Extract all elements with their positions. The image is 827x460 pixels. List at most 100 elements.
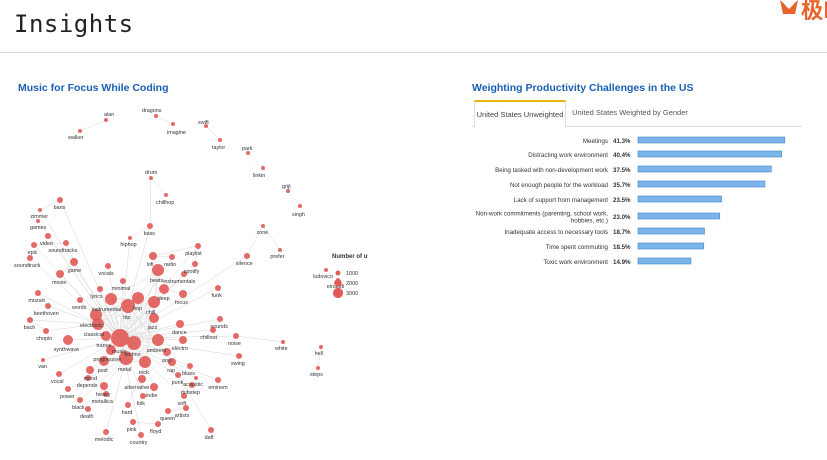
logo-icon — [780, 0, 798, 14]
node-label-hell: hell — [315, 351, 323, 357]
node-folk — [140, 393, 146, 399]
node-label-chopin: chopin — [36, 336, 52, 342]
network-edge — [95, 269, 159, 316]
node-label-steps: steps — [310, 372, 323, 378]
node-singh — [298, 204, 302, 208]
node-grijt — [286, 189, 290, 193]
network-edge — [29, 319, 47, 332]
network-edge — [47, 305, 99, 325]
bar-category-label: Distracting work environment — [528, 152, 608, 159]
bar-value-label: 35.7% — [613, 182, 631, 189]
node-label-rap: rap — [167, 368, 175, 374]
node-funk — [215, 285, 221, 291]
node-label-words: words — [71, 305, 87, 311]
network-edge — [262, 225, 281, 251]
bar — [637, 180, 766, 188]
node-label-dragons: dragons — [142, 108, 162, 114]
node-chill — [148, 296, 160, 308]
node-label-bass: bass — [144, 231, 156, 237]
node-imagine — [171, 122, 175, 126]
node-instrumental — [105, 293, 117, 305]
node-words — [77, 297, 83, 303]
bar — [637, 242, 705, 250]
node-label-classical: classical — [84, 332, 104, 338]
network-edge — [79, 357, 127, 401]
network-edge — [39, 199, 61, 211]
network-chart: walker alan dragons imagine swift taylor park l… — [14, 108, 368, 446]
network-edge — [152, 245, 199, 257]
bar-category-label: Toxic work environment — [543, 259, 608, 266]
node-label-minimal: minimal — [112, 286, 131, 292]
network-edge — [144, 317, 155, 363]
node-label-blues: blues — [182, 371, 195, 377]
node-walker — [78, 129, 82, 133]
node-label-heavy: heavy — [96, 392, 111, 398]
network-edge — [171, 361, 219, 381]
bar — [637, 257, 692, 265]
network-edge — [29, 319, 99, 325]
network-edge — [110, 298, 146, 363]
node-prefer — [278, 248, 282, 252]
node-label-walker: walker — [67, 135, 84, 141]
node-beethoven — [45, 303, 51, 309]
network-edge — [137, 297, 146, 363]
network-edge — [119, 335, 237, 339]
network-nodes — [27, 114, 340, 438]
node-label-depends: depends — [77, 383, 98, 389]
node-label-music: music — [112, 349, 126, 355]
network-edge — [177, 374, 212, 431]
legend-title: Number of uses — [332, 254, 368, 260]
node-label-spotify: spotify — [184, 269, 200, 275]
node-label-chill: chill — [146, 310, 155, 316]
logo-text: 极E — [801, 0, 827, 20]
tab-weighted-by-gender[interactable]: United States Weighted by Gender — [572, 108, 688, 117]
node-label-movie: movie — [52, 280, 66, 286]
node-blues — [187, 363, 193, 369]
network-edge — [137, 297, 159, 341]
network-edge — [39, 209, 121, 339]
node-vocals — [105, 263, 111, 269]
bar-category-label: Lack of support from management — [514, 197, 609, 204]
bar-value-label: 23.0% — [613, 214, 631, 221]
network-edge — [45, 323, 99, 332]
node-label-lyrics: lyrics — [90, 294, 103, 300]
network-edge — [144, 361, 185, 397]
network-edge — [97, 301, 155, 325]
node-zone — [261, 224, 265, 228]
node-label-singh: singh — [292, 212, 305, 218]
network-edge — [110, 269, 159, 300]
node-zimmer — [38, 208, 42, 212]
node-soundtracks — [63, 240, 69, 246]
productivity-bar-chart: Meetings 41.3% Distracting work environmen… — [476, 136, 786, 266]
network-edge — [59, 199, 121, 339]
tab-unweighted[interactable]: United States Unweighted — [474, 100, 566, 128]
node-epic — [31, 242, 37, 248]
network-edge — [37, 292, 99, 325]
node-label-trance: trance — [96, 343, 111, 349]
node-rock — [139, 356, 151, 368]
network-edge — [325, 269, 339, 281]
node-label-melodic: melodic — [95, 437, 114, 443]
node-dance — [176, 320, 184, 328]
legend-label-2000: 2000 — [346, 281, 358, 287]
node-queen — [165, 408, 171, 414]
node-label-imagine: imagine — [167, 130, 186, 136]
network-edge — [37, 220, 121, 339]
node-hiphop — [128, 236, 132, 240]
network-edge — [129, 225, 151, 239]
network-edge — [317, 346, 322, 369]
network-edge — [132, 421, 159, 425]
node-ludovico — [324, 268, 328, 272]
node-label-synthwave: synthwave — [54, 347, 79, 353]
node-label-electro: electro — [172, 346, 188, 352]
network-edge — [287, 190, 301, 207]
node-white — [281, 340, 285, 344]
node-ambient — [152, 334, 164, 346]
node-label-eminem: eminem — [208, 385, 228, 391]
node-label-daft: daft — [205, 435, 214, 441]
network-edge — [125, 305, 129, 359]
node-synthwave — [63, 335, 73, 345]
network-edge — [110, 298, 127, 359]
node-label-chillout: chillout — [200, 335, 217, 341]
node-label-swing: swing — [231, 361, 245, 367]
